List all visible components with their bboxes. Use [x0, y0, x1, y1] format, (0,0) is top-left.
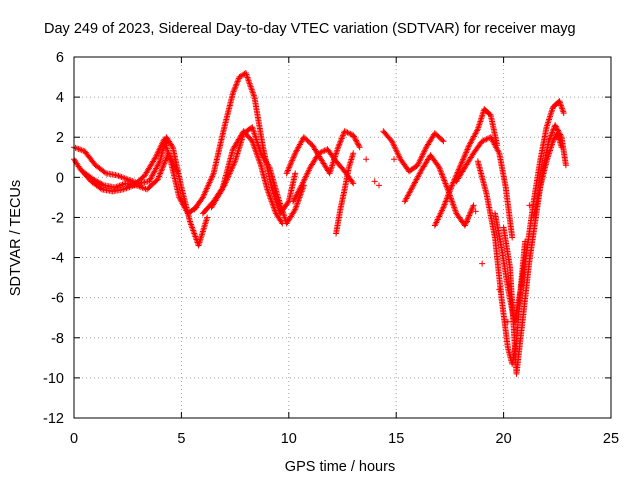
series-sat-track-6 — [208, 128, 286, 227]
x-tick-label: 0 — [70, 431, 78, 447]
y-tick-label: 2 — [56, 130, 64, 146]
x-tick-label: 20 — [496, 431, 512, 447]
y-tick-label: 4 — [56, 90, 64, 106]
y-tick-label: 0 — [56, 170, 64, 186]
x-tick-label: 15 — [388, 431, 404, 447]
series-sat-track-13 — [453, 134, 516, 241]
series-sat-track-4 — [191, 70, 299, 217]
x-tick-label: 25 — [603, 431, 619, 447]
y-tick-label: -10 — [43, 371, 64, 387]
y-tick-label: -6 — [51, 291, 64, 307]
series-sat-track-1 — [71, 134, 211, 249]
series-sat-track-12 — [431, 106, 501, 229]
plot-frame — [73, 56, 612, 419]
series-sat-track-7 — [283, 128, 363, 177]
x-axis-label: GPS time / hours — [285, 459, 395, 475]
y-tick-label: -8 — [51, 331, 64, 347]
y-tick-label: -2 — [51, 210, 64, 226]
data-points — [71, 70, 569, 377]
axis-ticks: 0 5 10 15 20 25 -12 -10 -8 -6 -4 -2 0 2 4 6 — [43, 50, 619, 447]
y-tick-label: -4 — [51, 251, 64, 267]
y-axis-label: SDTVAR / TECUs — [8, 180, 24, 296]
chart-title: Day 249 of 2023, Sidereal Day-to-day VTE… — [44, 21, 576, 37]
series-sat-track-3 — [79, 150, 181, 193]
series-isolated-points — [363, 156, 533, 325]
series-sat-track-9 — [333, 150, 357, 237]
y-tick-label: -12 — [43, 411, 64, 427]
series-sat-track-16 — [500, 122, 569, 377]
series-sat-track-15 — [492, 98, 567, 325]
x-tick-label: 5 — [177, 431, 185, 447]
series-sat-track-17 — [530, 130, 565, 221]
series-sat-track-10 — [380, 128, 447, 175]
y-tick-label: 6 — [56, 50, 64, 66]
x-tick-label: 10 — [281, 431, 297, 447]
